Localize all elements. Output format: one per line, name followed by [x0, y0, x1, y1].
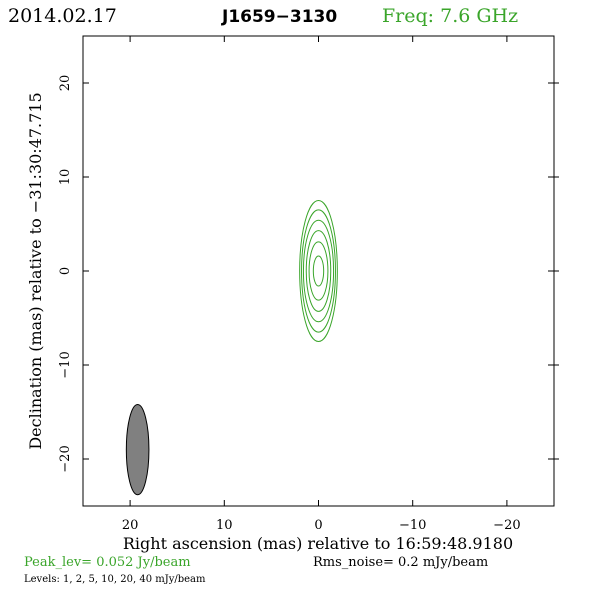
date-label: 2014.02.17	[8, 5, 117, 27]
contour-5-mJy	[302, 219, 335, 323]
contour-map	[299, 200, 338, 342]
x-tick-label: −20	[493, 518, 520, 533]
y-tick-label: 0	[58, 267, 73, 275]
frequency-label: Freq: 7.6 GHz	[382, 5, 518, 27]
x-tick-label: 10	[216, 518, 233, 533]
beam-ellipse	[125, 403, 150, 496]
contour-40-mJy	[312, 255, 325, 287]
y-tick-label: 10	[58, 169, 73, 186]
rms-noise-label: Rms_noise= 0.2 mJy/beam	[313, 555, 488, 570]
source-label: J1659−3130	[221, 7, 337, 27]
x-axis-ticks: 20 10 0 −10 −20	[122, 36, 521, 533]
y-tick-label: −20	[58, 445, 73, 472]
contour-levels-label: Levels: 1, 2, 5, 10, 20, 40 mJy/beam	[24, 574, 206, 585]
y-tick-label: −10	[58, 351, 73, 378]
y-axis-ticks: −20 −10 0 10 20	[58, 75, 559, 473]
contour-10-mJy	[305, 230, 332, 312]
contour-2-mJy	[301, 209, 336, 333]
contour-1-mJy	[299, 200, 338, 342]
x-tick-label: 0	[314, 518, 322, 533]
y-tick-label: 20	[58, 75, 73, 92]
x-tick-label: −10	[399, 518, 426, 533]
x-tick-label: 20	[122, 518, 139, 533]
x-axis-label: Right ascension (mas) relative to 16:59:…	[123, 534, 513, 553]
peak-level-label: Peak_lev= 0.052 Jy/beam	[24, 555, 191, 570]
y-axis-label: Declination (mas) relative to −31:30:47.…	[26, 92, 45, 449]
plot-frame	[82, 35, 555, 507]
contour-20-mJy	[308, 241, 329, 301]
